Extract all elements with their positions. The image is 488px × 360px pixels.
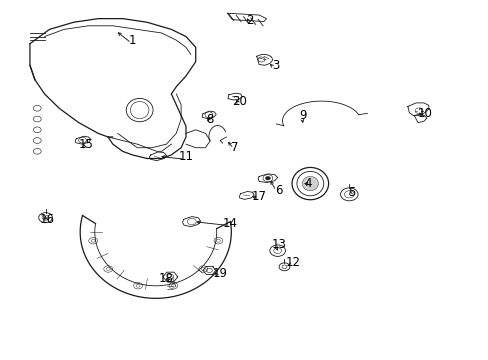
Text: 20: 20 bbox=[232, 95, 246, 108]
Text: 6: 6 bbox=[274, 184, 282, 197]
Text: 8: 8 bbox=[206, 113, 214, 126]
Text: 16: 16 bbox=[40, 213, 54, 226]
Text: 15: 15 bbox=[79, 138, 93, 150]
Text: 14: 14 bbox=[222, 216, 237, 230]
Text: 2: 2 bbox=[245, 14, 253, 27]
Text: 18: 18 bbox=[159, 272, 174, 285]
Text: 12: 12 bbox=[285, 256, 300, 269]
Circle shape bbox=[265, 176, 270, 180]
Text: 13: 13 bbox=[271, 238, 285, 251]
Text: 11: 11 bbox=[178, 150, 193, 163]
Text: 9: 9 bbox=[299, 109, 306, 122]
Text: 3: 3 bbox=[272, 59, 279, 72]
Text: 17: 17 bbox=[251, 190, 266, 203]
Text: 5: 5 bbox=[347, 186, 355, 199]
Ellipse shape bbox=[302, 176, 318, 191]
Text: 10: 10 bbox=[417, 107, 431, 120]
Text: 7: 7 bbox=[230, 141, 238, 154]
Text: 1: 1 bbox=[128, 33, 136, 47]
Text: 19: 19 bbox=[212, 267, 227, 280]
Text: 4: 4 bbox=[304, 177, 311, 190]
